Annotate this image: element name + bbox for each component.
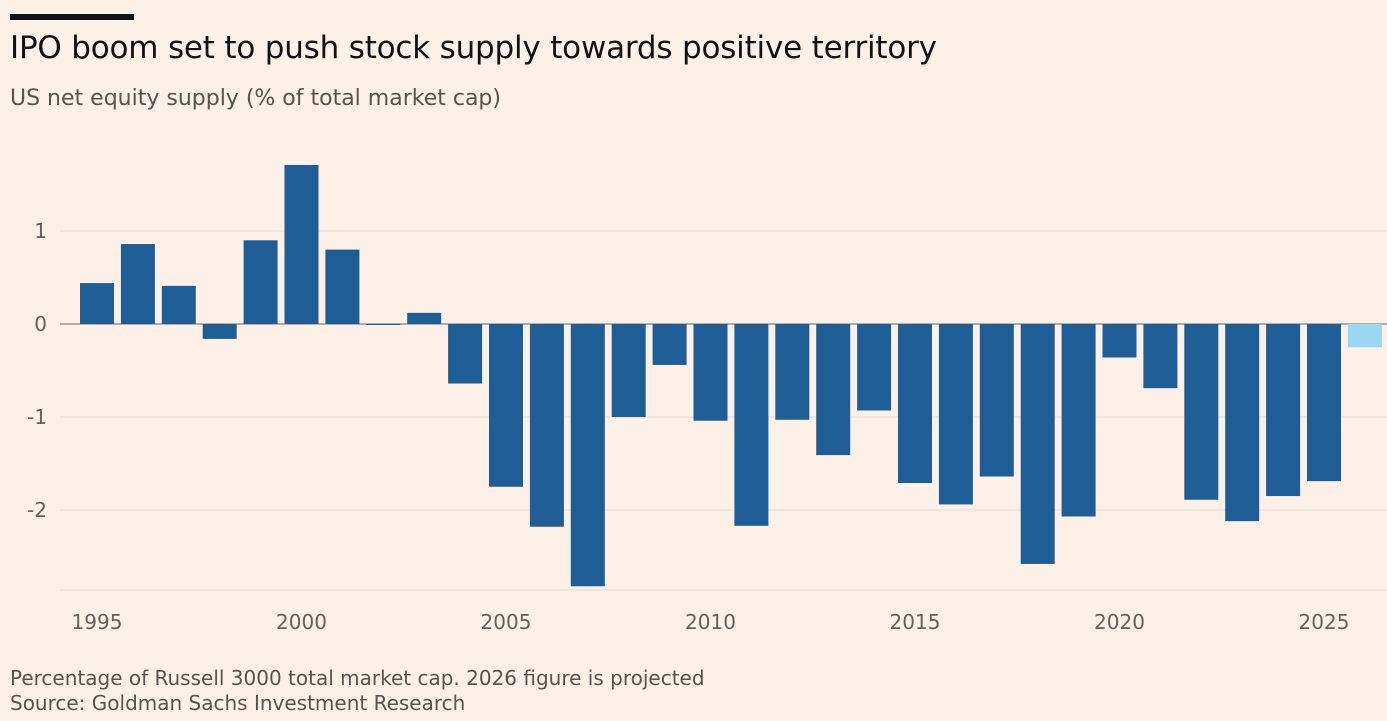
y-axis-labels: 1 0 -1 -2 xyxy=(27,219,47,522)
bar-2004 xyxy=(448,324,483,384)
bar-2017 xyxy=(979,324,1014,477)
x-axis-labels: 1995 2000 2005 2010 2015 2020 2025 xyxy=(72,610,1350,634)
bar-2008 xyxy=(611,324,646,417)
y-tick-label: 1 xyxy=(34,219,47,243)
bar-2001 xyxy=(325,249,360,324)
y-tick-label: -2 xyxy=(27,498,47,522)
bars xyxy=(80,164,1382,587)
bar-1996 xyxy=(120,244,155,324)
bar-2011 xyxy=(734,324,769,526)
bar-2010 xyxy=(693,324,728,421)
bar-2026 xyxy=(1347,324,1382,348)
bar-2005 xyxy=(489,324,523,487)
x-tick-label: 2015 xyxy=(890,610,941,634)
bar-2014 xyxy=(857,324,892,411)
bar-2006 xyxy=(529,324,564,527)
x-tick-label: 1995 xyxy=(72,610,123,634)
bar-2021 xyxy=(1143,324,1178,389)
x-tick-label: 2020 xyxy=(1094,610,1145,634)
bar-2002 xyxy=(366,324,401,325)
y-tick-label: 0 xyxy=(34,312,47,336)
bar-chart: 1 0 -1 -2 1995 2000 2005 2010 2015 2020 2025 xyxy=(27,164,1387,634)
y-tick-label: -1 xyxy=(27,405,47,429)
bar-2022 xyxy=(1184,324,1219,500)
bar-1998 xyxy=(202,324,237,339)
chart-note: Percentage of Russell 3000 total market … xyxy=(10,666,705,690)
bar-2025 xyxy=(1307,324,1341,482)
bar-1997 xyxy=(161,285,196,324)
x-tick-label: 2000 xyxy=(276,610,327,634)
bar-2000 xyxy=(284,164,319,324)
bar-2018 xyxy=(1020,324,1055,564)
chart-subtitle: US net equity supply (% of total market … xyxy=(10,86,501,111)
chart-title: IPO boom set to push stock supply toward… xyxy=(10,30,937,66)
x-tick-label: 2005 xyxy=(481,610,532,634)
header-accent-bar xyxy=(10,14,134,20)
bar-2013 xyxy=(816,324,851,456)
bar-2019 xyxy=(1061,324,1096,517)
bar-1995 xyxy=(80,283,114,324)
bar-2020 xyxy=(1102,324,1137,358)
bar-2024 xyxy=(1266,324,1301,497)
bar-2007 xyxy=(570,324,605,587)
x-tick-label: 2025 xyxy=(1299,610,1350,634)
bar-2012 xyxy=(775,324,810,420)
bar-2023 xyxy=(1225,324,1260,522)
x-tick-label: 2010 xyxy=(685,610,736,634)
chart-source: Source: Goldman Sachs Investment Researc… xyxy=(10,691,466,715)
bar-2016 xyxy=(938,324,973,505)
bar-2015 xyxy=(898,324,932,484)
bar-2009 xyxy=(652,324,687,365)
bar-2003 xyxy=(407,312,442,324)
bar-1999 xyxy=(243,240,278,324)
